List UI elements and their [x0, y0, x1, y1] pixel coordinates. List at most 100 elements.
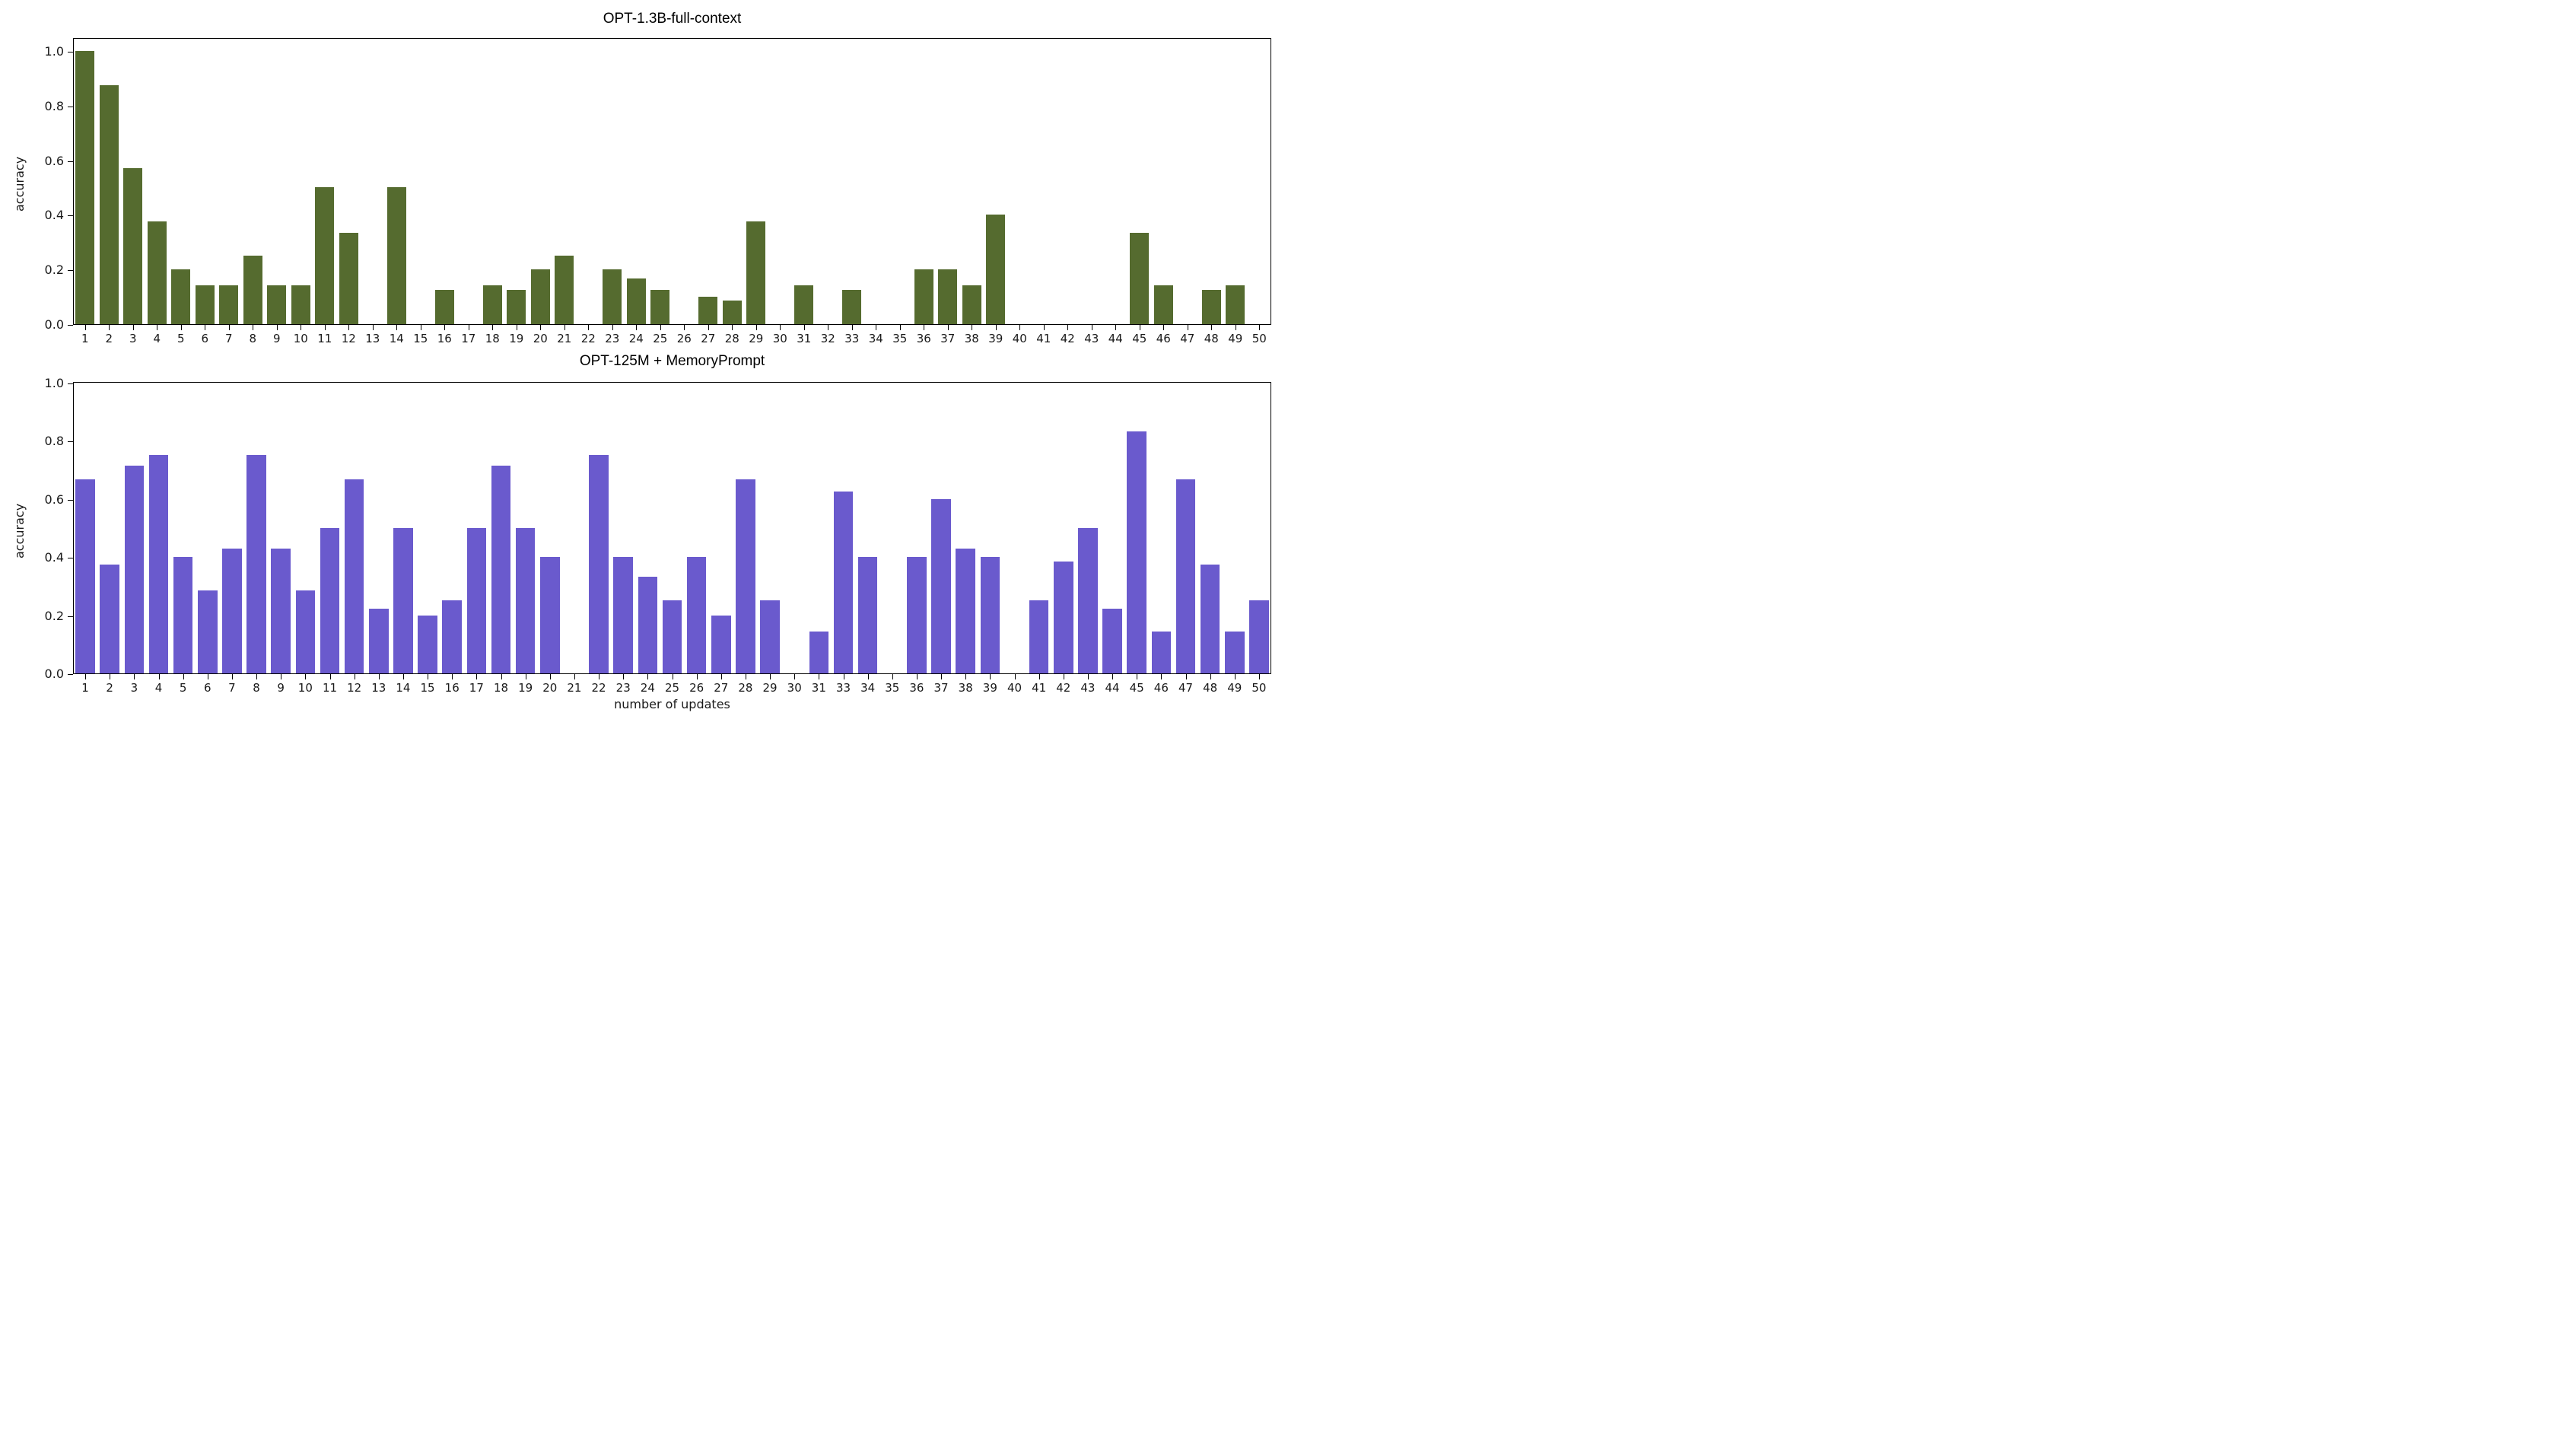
y-tick-mark [68, 674, 73, 675]
x-tick-mark [916, 674, 918, 679]
y-tick-label: 1.0 [44, 44, 64, 59]
x-tick-label: 6 [201, 332, 209, 345]
bar-x17 [466, 528, 487, 673]
x-tick-label: 26 [689, 681, 704, 695]
x-tick-label: 38 [964, 332, 979, 345]
bar-x7 [219, 285, 239, 324]
x-tick-mark [305, 674, 307, 679]
bar-x8 [243, 256, 262, 324]
x-tick-label: 11 [317, 332, 332, 345]
x-tick-label: 29 [762, 681, 778, 695]
x-tick-mark [476, 674, 478, 679]
x-tick-mark [1019, 325, 1021, 330]
x-tick-mark [947, 325, 949, 330]
x-tick-label: 14 [389, 332, 404, 345]
bar-x36 [914, 269, 933, 324]
bar-x23 [613, 557, 634, 673]
x-tick-label: 37 [940, 332, 956, 345]
x-tick-label: 37 [933, 681, 949, 695]
x-tick-label: 33 [844, 332, 860, 345]
x-tick-mark [1038, 674, 1040, 679]
bar-x34 [857, 557, 878, 673]
x-tick-label: 46 [1156, 332, 1171, 345]
x-tick-mark [1067, 325, 1069, 330]
figure: OPT-1.3B-full-context accuracy OPT-125M … [0, 0, 1288, 718]
bar-x22 [589, 455, 609, 673]
bar-x25 [650, 290, 670, 324]
x-tick-label: 13 [371, 681, 386, 695]
x-tick-mark [109, 325, 110, 330]
bar-x10 [295, 590, 316, 673]
x-tick-label: 11 [322, 681, 338, 695]
x-tick-label: 20 [533, 332, 548, 345]
top-chart-y-axis-label: accuracy [12, 156, 27, 212]
y-tick-mark [68, 441, 73, 443]
x-tick-mark [588, 325, 590, 330]
x-tick-mark [803, 325, 805, 330]
x-tick-label: 5 [179, 681, 187, 695]
x-tick-mark [720, 674, 722, 679]
x-tick-mark [231, 674, 233, 679]
x-tick-mark [684, 325, 685, 330]
y-tick-label: 0.6 [44, 492, 64, 507]
bar-x24 [638, 577, 658, 673]
x-tick-mark [348, 325, 350, 330]
bar-x46 [1153, 285, 1173, 324]
x-tick-label: 28 [738, 681, 753, 695]
bar-x14 [393, 528, 413, 673]
x-tick-mark [867, 674, 869, 679]
x-tick-label: 16 [437, 332, 452, 345]
x-tick-label: 43 [1080, 681, 1096, 695]
x-tick-label: 21 [557, 332, 572, 345]
x-tick-label: 18 [493, 681, 509, 695]
x-tick-label: 39 [982, 681, 997, 695]
x-tick-label: 2 [105, 332, 113, 345]
bar-x23 [603, 269, 622, 324]
x-tick-label: 24 [640, 681, 655, 695]
x-tick-mark [492, 325, 494, 330]
bar-x4 [147, 221, 167, 324]
bar-x9 [271, 549, 291, 673]
x-tick-mark [1043, 325, 1045, 330]
x-tick-label: 12 [347, 681, 362, 695]
bar-x38 [962, 285, 981, 324]
x-tick-label: 22 [591, 681, 606, 695]
bar-x25 [662, 600, 682, 673]
x-tick-label: 7 [224, 332, 233, 345]
bar-x20 [539, 557, 560, 673]
x-tick-label: 4 [154, 681, 163, 695]
x-tick-label: 10 [293, 332, 308, 345]
x-tick-mark [228, 325, 230, 330]
x-tick-mark [965, 674, 967, 679]
x-tick-mark [1163, 325, 1165, 330]
x-tick-label: 47 [1180, 332, 1195, 345]
x-tick-label: 22 [580, 332, 596, 345]
bar-x29 [760, 600, 780, 673]
x-tick-mark [84, 325, 86, 330]
x-tick-mark [1185, 674, 1187, 679]
x-tick-label: 44 [1105, 681, 1120, 695]
bar-x37 [931, 499, 951, 673]
bar-x33 [833, 492, 854, 673]
bar-x44 [1102, 609, 1122, 673]
bar-x1 [75, 51, 95, 324]
bar-x49 [1226, 285, 1245, 324]
x-tick-label: 28 [724, 332, 739, 345]
bottom-chart-title: OPT-125M + MemoryPrompt [579, 353, 765, 369]
bar-x11 [315, 187, 335, 324]
y-tick-label: 1.0 [44, 376, 64, 390]
x-tick-mark [402, 674, 404, 679]
x-tick-label: 17 [461, 332, 476, 345]
x-tick-mark [770, 674, 771, 679]
x-tick-label: 3 [130, 681, 138, 695]
x-tick-label: 15 [420, 681, 435, 695]
top-chart-plot-area [73, 38, 1271, 325]
x-tick-label: 29 [749, 332, 764, 345]
x-tick-label: 27 [714, 681, 729, 695]
bar-x19 [507, 290, 526, 324]
x-tick-mark [995, 325, 997, 330]
x-tick-mark [574, 674, 575, 679]
x-tick-label: 30 [787, 681, 802, 695]
x-tick-mark [372, 325, 374, 330]
y-tick-label: 0.8 [44, 98, 64, 113]
